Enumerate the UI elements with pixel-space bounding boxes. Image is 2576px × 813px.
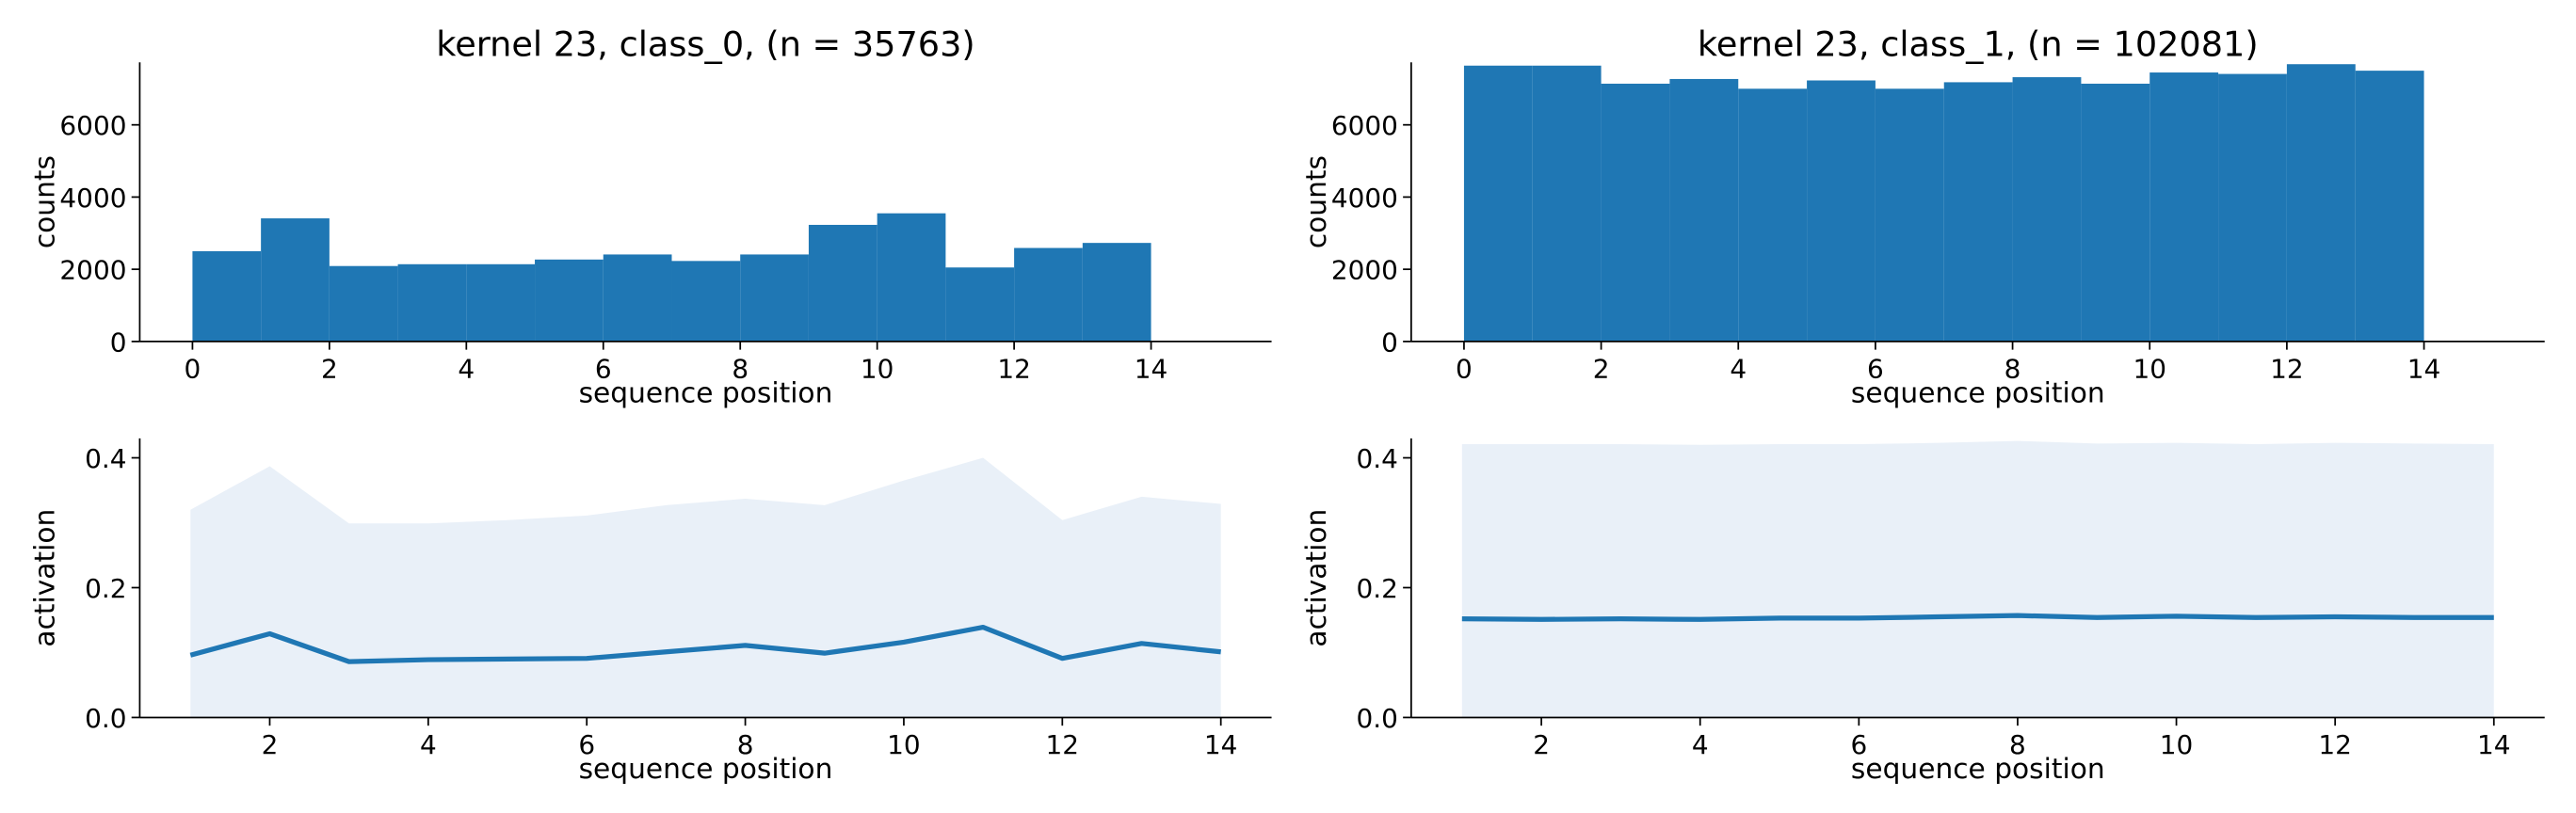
bar xyxy=(1807,80,1876,342)
y-tick-label: 0.2 xyxy=(85,573,126,604)
mean-line xyxy=(189,624,1221,664)
x-tick-label: 0 xyxy=(185,353,201,384)
chart-title: kernel 23, class_1, (n = 102081) xyxy=(1698,24,2259,64)
x-tick-label: 2 xyxy=(262,729,279,760)
x-tick-label: 8 xyxy=(2004,353,2021,384)
x-axis-label: sequence position xyxy=(579,752,833,785)
x-tick-label: 10 xyxy=(861,353,894,384)
x-tick-label: 14 xyxy=(2407,353,2441,384)
bar xyxy=(603,254,672,342)
x-tick-label: 8 xyxy=(2009,729,2026,760)
bar xyxy=(1669,78,1739,342)
bar xyxy=(1014,247,1083,342)
x-tick-label: 4 xyxy=(1692,729,1709,760)
mean-line xyxy=(1461,613,2494,622)
bar xyxy=(1082,243,1151,342)
bar xyxy=(1532,65,1602,342)
bar xyxy=(945,267,1015,342)
x-tick-label: 10 xyxy=(2133,353,2166,384)
bar xyxy=(2286,64,2356,342)
x-tick-label: 0 xyxy=(1456,353,1473,384)
x-tick-label: 2 xyxy=(321,353,338,384)
x-tick-label: 4 xyxy=(420,729,437,760)
bar xyxy=(2081,83,2150,342)
y-tick-label: 4000 xyxy=(1331,183,1398,214)
x-tick-label: 4 xyxy=(1730,353,1747,384)
y-tick-label: 0.0 xyxy=(1357,703,1398,734)
x-tick-label: 12 xyxy=(2318,729,2352,760)
x-tick-label: 4 xyxy=(458,353,475,384)
x-tick-label: 6 xyxy=(1850,729,1867,760)
x-axis-label: sequence position xyxy=(579,375,833,408)
bar xyxy=(808,224,877,342)
y-axis-label: activation xyxy=(1299,509,1332,647)
x-axis-label: sequence position xyxy=(1851,752,2105,785)
bar xyxy=(2149,72,2219,342)
y-axis-label: activation xyxy=(28,509,61,647)
bar xyxy=(192,250,262,342)
y-tick-label: 2000 xyxy=(1331,255,1398,286)
chart-title: kernel 23, class_0, (n = 35763) xyxy=(436,24,974,64)
band xyxy=(190,457,1221,718)
x-tick-label: 8 xyxy=(732,353,749,384)
bar xyxy=(740,254,809,342)
y-tick-label: 0.4 xyxy=(1357,443,1398,474)
y-tick-label: 0.4 xyxy=(85,443,126,474)
bar xyxy=(1875,88,1944,342)
bar xyxy=(671,261,741,342)
y-tick-label: 0 xyxy=(110,327,127,358)
bar xyxy=(1601,83,1670,342)
bar xyxy=(2218,73,2287,342)
x-tick-label: 10 xyxy=(887,729,921,760)
y-tick-label: 4000 xyxy=(59,183,126,214)
x-axis-label: sequence position xyxy=(1851,375,2105,408)
x-tick-label: 8 xyxy=(737,729,754,760)
y-tick-label: 0.2 xyxy=(1357,573,1398,604)
bar xyxy=(1943,82,2013,342)
y-tick-label: 0.0 xyxy=(85,703,126,734)
bar xyxy=(329,265,398,342)
bar xyxy=(2012,77,2082,342)
x-tick-label: 2 xyxy=(1533,729,1550,760)
x-tick-label: 12 xyxy=(2270,353,2304,384)
x-tick-label: 6 xyxy=(1867,353,1884,384)
y-axis-label: counts xyxy=(28,155,61,248)
x-tick-label: 12 xyxy=(997,353,1031,384)
x-tick-label: 2 xyxy=(1593,353,1610,384)
x-tick-label: 10 xyxy=(2160,729,2194,760)
bar xyxy=(535,259,604,342)
bar xyxy=(877,213,946,342)
y-tick-label: 0 xyxy=(1381,327,1398,358)
y-tick-label: 2000 xyxy=(59,255,126,286)
y-tick-label: 6000 xyxy=(1331,110,1398,141)
bar xyxy=(1463,65,1533,342)
x-tick-label: 6 xyxy=(578,729,595,760)
x-tick-label: 14 xyxy=(1135,353,1168,384)
x-tick-label: 12 xyxy=(1046,729,1080,760)
bar xyxy=(397,263,467,342)
y-axis-label: counts xyxy=(1299,155,1332,248)
bar xyxy=(2355,71,2424,342)
bar xyxy=(261,218,330,342)
x-tick-label: 6 xyxy=(595,353,612,384)
y-tick-label: 6000 xyxy=(59,110,126,141)
band xyxy=(1461,440,2494,718)
x-tick-label: 14 xyxy=(2477,729,2511,760)
x-tick-label: 14 xyxy=(1204,729,1238,760)
bar xyxy=(1738,88,1808,342)
bar xyxy=(466,263,536,342)
